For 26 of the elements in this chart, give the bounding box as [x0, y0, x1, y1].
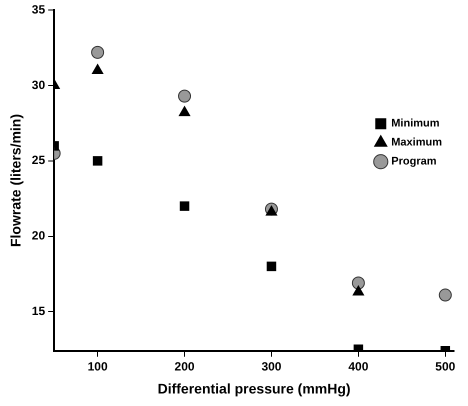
legend-label: Minimum [391, 118, 440, 130]
y-tick-label: 30 [32, 78, 46, 92]
point [180, 201, 190, 211]
point [352, 276, 365, 290]
x-tick-label: 200 [174, 359, 195, 374]
legend-label: Program [391, 156, 437, 168]
x-axis-title: Differential pressure (mmHg) [158, 380, 351, 396]
point [266, 206, 278, 216]
x-tick-label: 500 [435, 359, 456, 374]
x-tick-label: 100 [88, 359, 108, 374]
point [178, 90, 192, 103]
y-tick-label: 15 [32, 304, 46, 318]
point [438, 288, 452, 302]
point [91, 46, 104, 59]
y-tick-label: 25 [32, 153, 46, 168]
point [178, 106, 190, 116]
y-tick-label: 35 [32, 2, 46, 17]
point [92, 156, 102, 166]
point [266, 262, 276, 272]
point [92, 64, 104, 74]
point [352, 286, 364, 296]
y-tick-label: 20 [32, 228, 46, 243]
x-tick-label: 400 [348, 359, 369, 374]
y-axis-title: Flowrate (liters/min) [7, 114, 24, 248]
x-tick-label: 300 [261, 359, 282, 374]
legend-label: Maximum [391, 136, 442, 149]
